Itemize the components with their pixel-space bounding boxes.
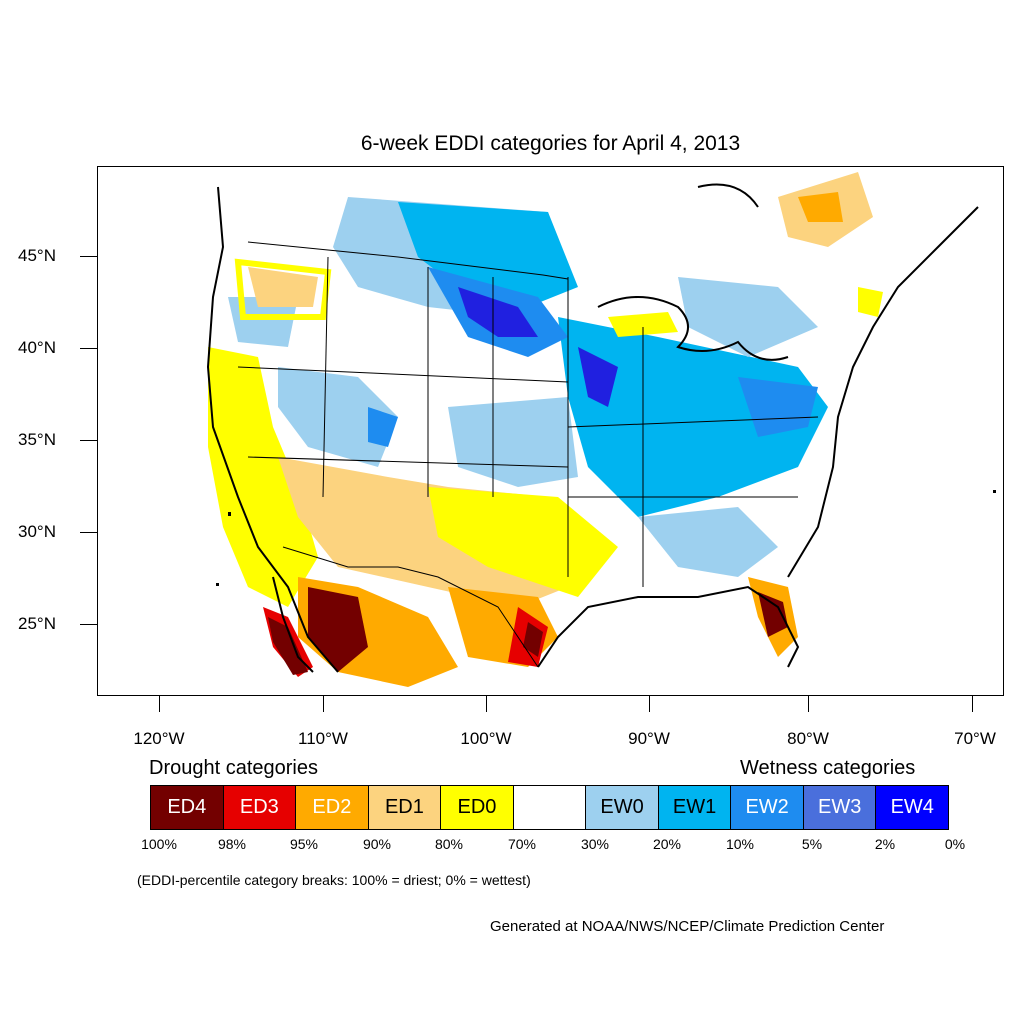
legend-ew3: EW3: [803, 786, 877, 829]
state-line: [322, 256, 329, 498]
category-legend: ED4 ED3 ED2 ED1 ED0 EW0 EW1 EW2 EW3 EW4: [150, 785, 949, 830]
lon-label-120: 120°W: [133, 729, 185, 748]
ew2-virginia: [738, 377, 818, 437]
ew0-pacific-nw: [228, 297, 298, 347]
lon-label-70: 70°W: [954, 729, 996, 748]
ed0-idaho-edge: [234, 258, 332, 320]
break-label: 20%: [652, 836, 682, 852]
ed0-michigan: [608, 312, 678, 337]
legend-ed4: ED4: [151, 786, 224, 829]
lon-label-100: 100°W: [460, 729, 512, 748]
baja-coast: [272, 576, 314, 673]
wetness-heading: Wetness categories: [740, 757, 916, 779]
break-label: 5%: [801, 836, 823, 852]
lat-tick: [80, 256, 97, 257]
break-label: 90%: [362, 836, 392, 852]
break-label: 70%: [507, 836, 537, 852]
great-lakes: [597, 296, 789, 361]
lon-label-80: 80°W: [787, 729, 829, 748]
break-label: 98%: [217, 836, 247, 852]
mexico-border: [282, 546, 539, 668]
political-boundaries: [237, 241, 819, 668]
ed4-florida: [758, 592, 788, 637]
lat-label-30: 30°N: [18, 522, 56, 541]
lat-tick: [80, 440, 97, 441]
lon-label-90: 90°W: [628, 729, 670, 748]
ed0-west-coast: [208, 347, 318, 607]
map-panel: [97, 166, 1004, 696]
ew1-northern-tier: [398, 202, 578, 307]
canada-border: [247, 241, 569, 280]
break-label: 95%: [289, 836, 319, 852]
ew0-great-lakes: [678, 277, 818, 357]
break-label: 30%: [580, 836, 610, 852]
lat-tick: [80, 624, 97, 625]
lat-label-25: 25°N: [18, 614, 56, 633]
state-line: [237, 366, 569, 383]
break-label: 10%: [725, 836, 755, 852]
lon-tick: [486, 696, 487, 712]
legend-ew0: EW0: [586, 786, 659, 829]
lon-tick: [323, 696, 324, 712]
eddi-map: [203, 172, 996, 692]
legend-ew4: EW4: [876, 786, 949, 829]
atlantic-coast: [787, 206, 979, 578]
lon-tick: [808, 696, 809, 712]
break-label: 0%: [944, 836, 966, 852]
ew2-west-spot: [368, 407, 398, 447]
pacific-coast: [206, 186, 339, 673]
legend-neutral: [513, 786, 587, 829]
lon-label-110: 110°W: [298, 729, 348, 748]
legend-ed0: ED0: [441, 786, 514, 829]
legend-ew1: EW1: [658, 786, 732, 829]
state-line: [247, 456, 569, 468]
break-label: 2%: [874, 836, 896, 852]
ed1-idaho: [248, 267, 318, 307]
coastlines: [206, 183, 979, 673]
category-note: (EDDI-percentile category breaks: 100% =…: [137, 872, 531, 888]
legend-ed2: ED2: [296, 786, 369, 829]
lat-label-40: 40°N: [18, 338, 56, 357]
legend-ed1: ED1: [368, 786, 442, 829]
ew1-midwest: [558, 317, 828, 517]
ed4-gulf-coast: [523, 622, 543, 657]
islands: [216, 490, 996, 586]
lat-tick: [80, 348, 97, 349]
ed2-quebec-spot: [798, 192, 843, 222]
credit-line: Generated at NOAA/NWS/NCEP/Climate Predi…: [490, 918, 885, 935]
hudson-bay-coast: [697, 183, 759, 208]
legend-ew2: EW2: [731, 786, 804, 829]
lon-tick: [972, 696, 973, 712]
ed0-maine: [858, 287, 883, 317]
lat-label-45: 45°N: [18, 246, 56, 265]
break-label: 80%: [434, 836, 464, 852]
break-label: 100%: [141, 836, 177, 852]
lat-label-35: 35°N: [18, 430, 56, 449]
drought-heading: Drought categories: [149, 757, 318, 779]
state-line: [567, 416, 819, 428]
ew4-minnesota: [458, 287, 538, 337]
ed0-texas-band: [428, 487, 618, 597]
map-title: 6-week EDDI categories for April 4, 2013: [360, 132, 741, 155]
lon-tick: [649, 696, 650, 712]
lat-tick: [80, 532, 97, 533]
wetness-regions: [228, 197, 828, 577]
lon-tick: [159, 696, 160, 712]
gulf-coast: [537, 585, 800, 668]
legend-ed3: ED3: [223, 786, 297, 829]
ed4-sonora: [308, 587, 368, 672]
drought-regions: [208, 172, 883, 687]
ew0-southeast: [638, 507, 778, 577]
ed4-baja: [268, 617, 308, 675]
ew4-iowa: [578, 347, 618, 407]
